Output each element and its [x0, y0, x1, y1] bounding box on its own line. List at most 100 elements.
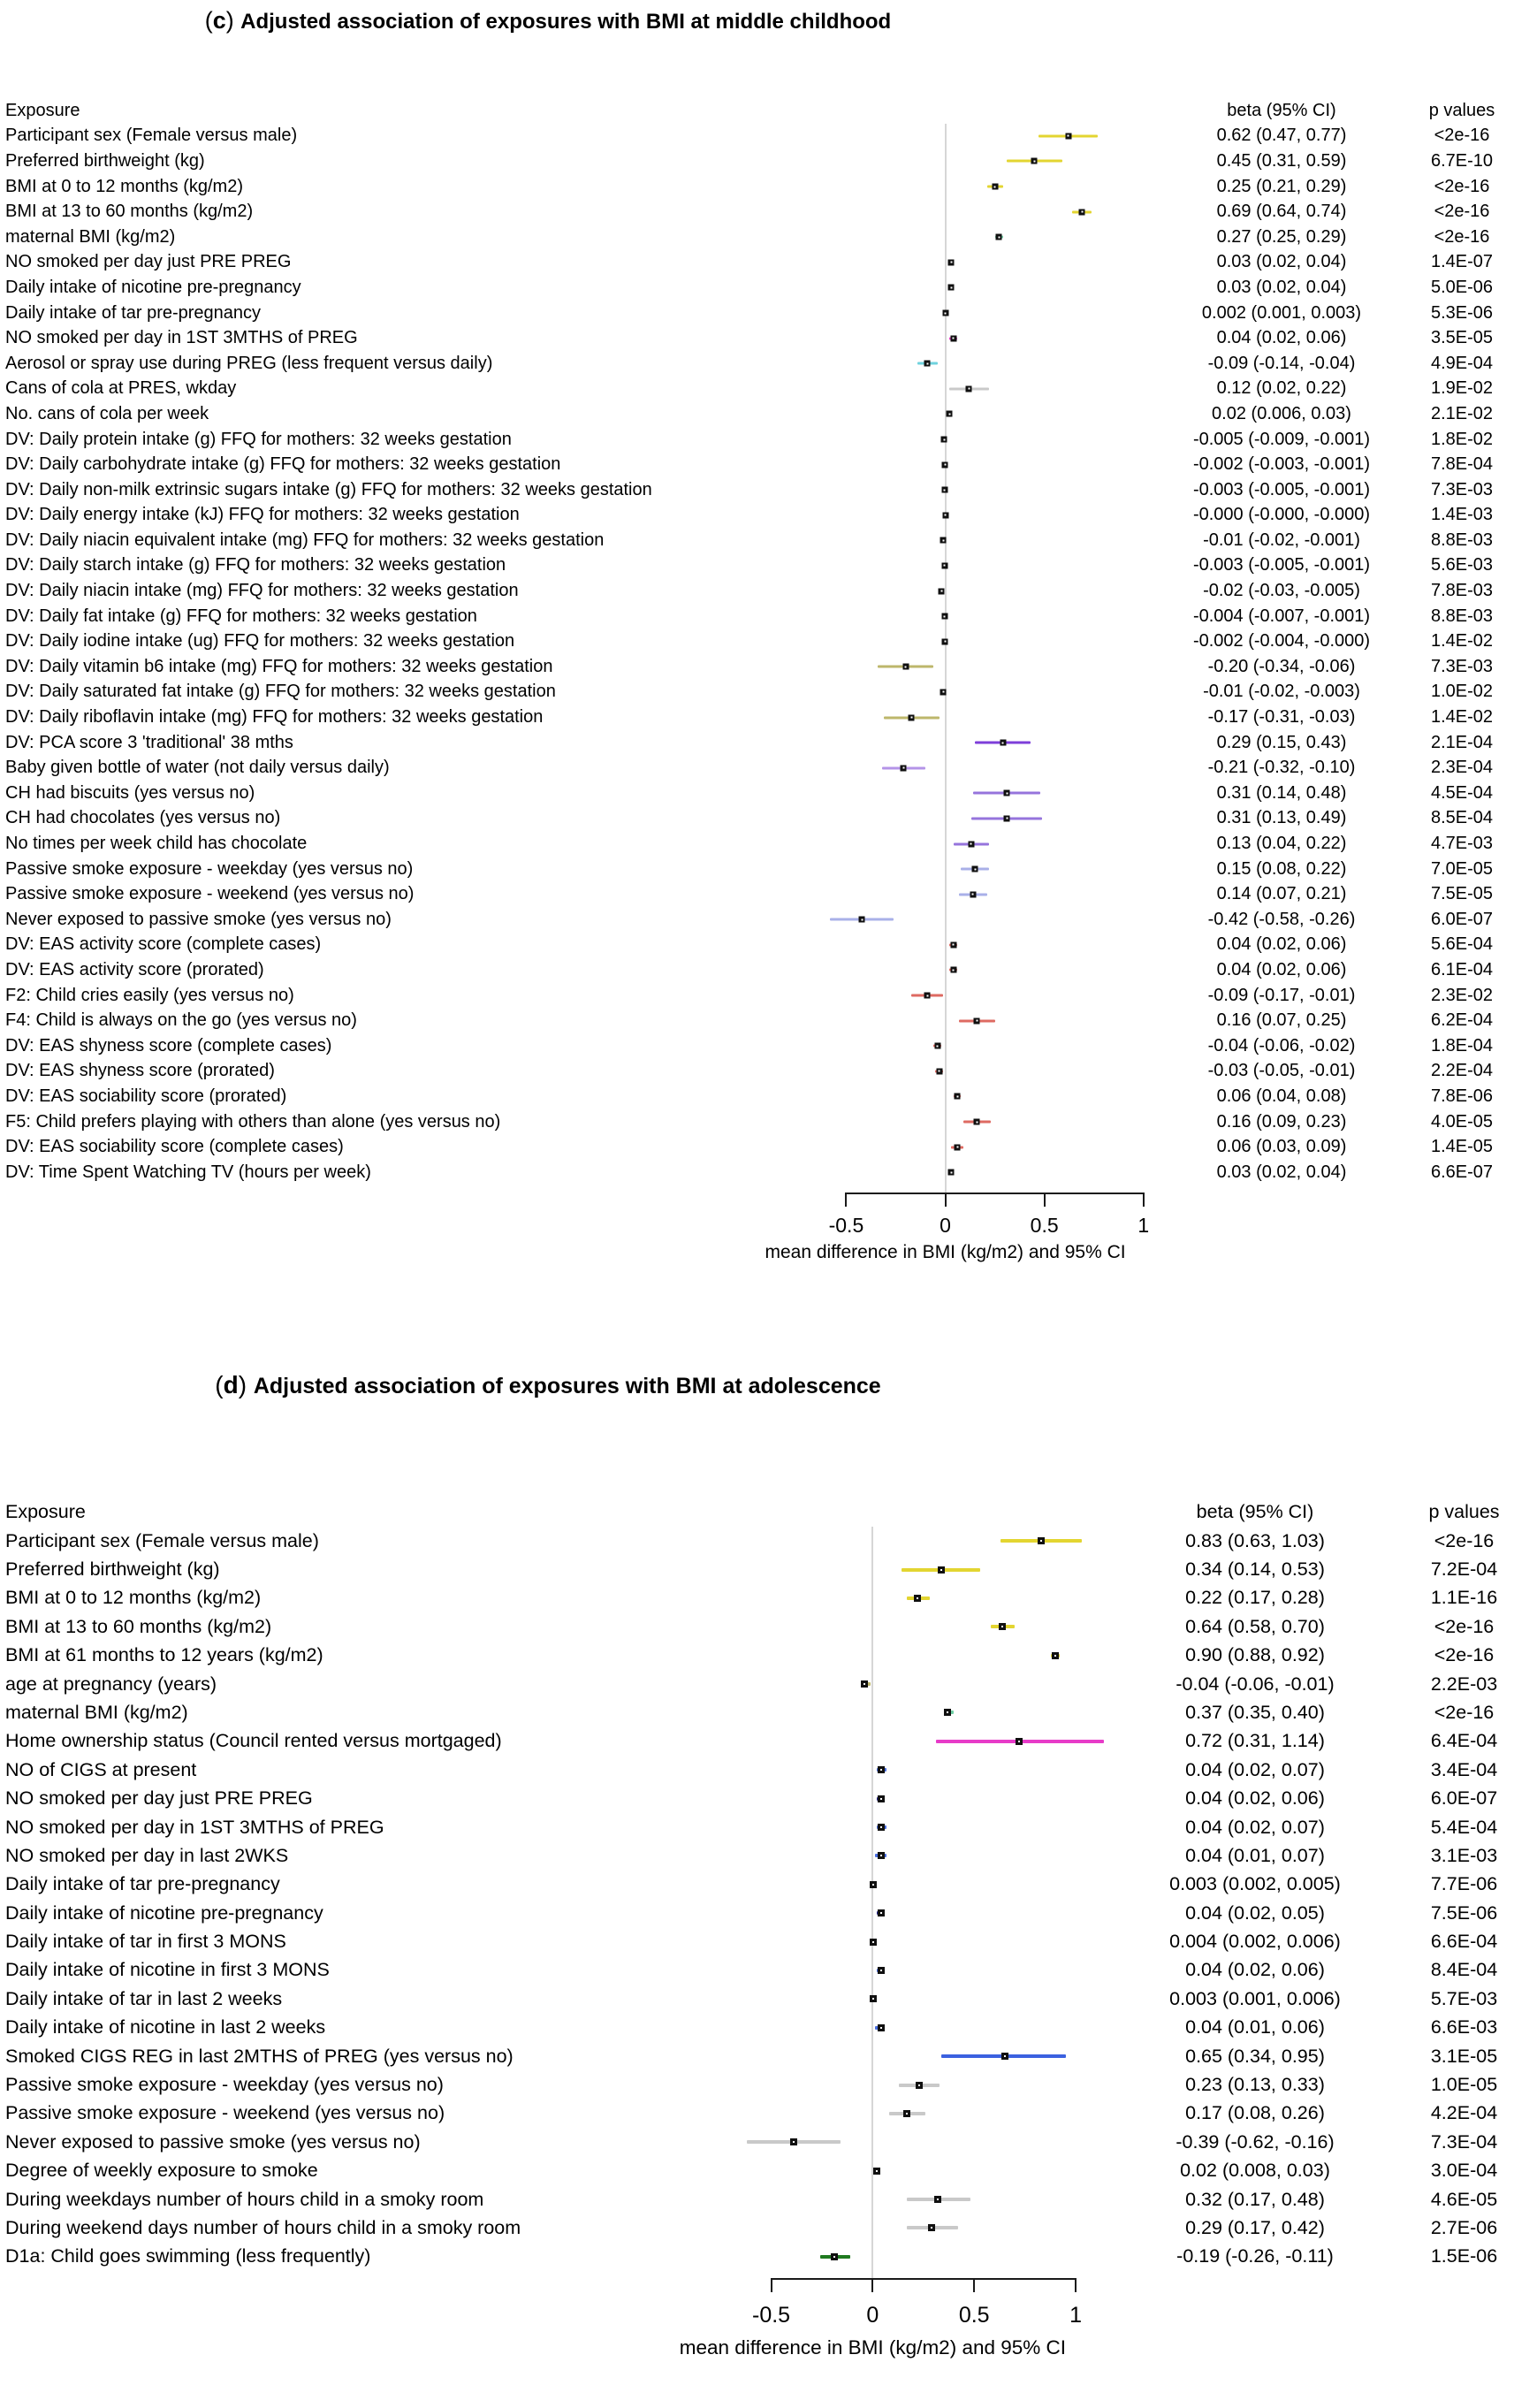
beta-ci-value: 0.45 (0.31, 0.59) [1216, 150, 1347, 171]
forest-row: DV: Daily vitamin b6 intake (mg) FFQ for… [0, 654, 1514, 680]
ci-plot-cell [826, 1008, 1153, 1033]
forest-row: Daily intake of nicotine pre-pregnancy 0.… [0, 1899, 1514, 1927]
exposure-label: DV: Daily starch intake (g) FFQ for moth… [5, 555, 506, 575]
ci-plot-cell [826, 578, 1153, 604]
point-estimate-marker [940, 537, 947, 544]
ci-plot-cell [747, 1698, 1096, 1726]
point-estimate-marker [900, 765, 907, 772]
exposure-label: DV: Daily energy intake (kJ) FFQ for mot… [5, 505, 520, 525]
forest-row: F2: Child cries easily (yes versus no) -0… [0, 983, 1514, 1009]
beta-ci-value: -0.20 (-0.34, -0.06) [1207, 656, 1356, 676]
ci-plot-cell [826, 604, 1153, 629]
point-estimate-marker [954, 1144, 961, 1151]
forest-row: DV: Daily carbohydrate intake (g) FFQ fo… [0, 452, 1514, 477]
forest-plot-middle-childhood: Participant sex (Female versus male) 0.62… [0, 123, 1514, 1283]
forest-row: F5: Child prefers playing with others th… [0, 1109, 1514, 1135]
forest-row: F4: Child is always on the go (yes versu… [0, 1008, 1514, 1033]
forest-row: DV: Daily energy intake (kJ) FFQ for mot… [0, 503, 1514, 529]
ci-plot-cell [826, 427, 1153, 453]
panel-tag: (c) [204, 7, 241, 34]
point-estimate-marker [941, 486, 948, 493]
p-value: 6.6E-04 [1430, 1931, 1498, 1953]
point-estimate-marker [941, 613, 948, 620]
ci-plot-cell [826, 857, 1153, 882]
point-estimate-marker [877, 2023, 885, 2031]
exposure-label: Smoked CIGS REG in last 2MTHS of PREG (y… [5, 2045, 514, 2067]
beta-ci-value: -0.04 (-0.06, -0.01) [1175, 1673, 1335, 1695]
forest-row: DV: EAS shyness score (complete cases) -0… [0, 1033, 1514, 1059]
forest-row: Passive smoke exposure - weekday (yes ve… [0, 857, 1514, 882]
exposure-label: NO smoked per day just PRE PREG [5, 252, 292, 272]
forest-row: Daily intake of tar in first 3 MONS 0.004… [0, 1927, 1514, 1955]
ci-plot-cell [747, 1670, 1096, 1698]
ci-plot-cell [747, 1784, 1096, 1812]
forest-row: DV: Daily niacin equivalent intake (mg) … [0, 528, 1514, 553]
p-value: 7.3E-03 [1430, 479, 1494, 499]
header-plot-spacer [747, 1498, 1096, 1527]
beta-ci-value: -0.09 (-0.17, -0.01) [1207, 985, 1356, 1005]
p-value: 1.4E-02 [1430, 707, 1494, 728]
p-value: 7.8E-03 [1430, 581, 1494, 601]
p-value: 8.8E-03 [1430, 606, 1494, 626]
beta-ci-value: 0.29 (0.15, 0.43) [1216, 732, 1347, 752]
beta-ci-value: 0.29 (0.17, 0.42) [1185, 2216, 1325, 2238]
ci-plot-cell [826, 983, 1153, 1009]
p-value: 3.5E-05 [1430, 328, 1494, 348]
beta-ci-value: 0.31 (0.13, 0.49) [1216, 808, 1347, 828]
beta-ci-value: 0.03 (0.02, 0.04) [1216, 277, 1347, 297]
exposure-label: DV: Daily vitamin b6 intake (mg) FFQ for… [5, 656, 553, 676]
beta-ci-value: -0.39 (-0.62, -0.16) [1175, 2130, 1335, 2153]
axis-tick-label: -0.5 [752, 2303, 791, 2328]
exposure-label: DV: Daily niacin equivalent intake (mg) … [5, 530, 605, 550]
panel-title-text: Adjusted association of exposures with B… [253, 1373, 881, 1398]
p-value: 6.0E-07 [1430, 1787, 1498, 1810]
panel-title: (c) Adjusted association of exposures wi… [0, 7, 1096, 34]
exposure-label: Daily intake of tar in first 3 MONS [5, 1931, 286, 1953]
beta-ci-value: -0.19 (-0.26, -0.11) [1176, 2245, 1334, 2267]
p-value: 7.8E-06 [1430, 1086, 1494, 1106]
forest-row: Preferred birthweight (kg) 0.34 (0.14, 0.… [0, 1555, 1514, 1583]
beta-ci-value: 0.03 (0.02, 0.04) [1216, 1162, 1347, 1182]
beta-ci-value: -0.09 (-0.14, -0.04) [1207, 353, 1356, 373]
ci-plot-cell [747, 2042, 1096, 2070]
point-estimate-marker [1078, 209, 1085, 216]
exposure-label: Baby given bottle of water (not daily ve… [5, 758, 390, 778]
forest-row: BMI at 13 to 60 months (kg/m2) 0.69 (0.64… [0, 199, 1514, 225]
exposure-label: DV: EAS shyness score (complete cases) [5, 1035, 332, 1055]
exposure-label: NO smoked per day in 1ST 3MTHS of PREG [5, 1816, 384, 1838]
ci-plot-cell [747, 1899, 1096, 1927]
forest-row: NO smoked per day just PRE PREG 0.04 (0.0… [0, 1784, 1514, 1812]
ci-plot-cell [826, 1084, 1153, 1109]
point-estimate-marker [916, 2081, 924, 2089]
zero-reference-line [944, 123, 947, 1193]
forest-row: Passive smoke exposure - weekday (yes ve… [0, 2070, 1514, 2099]
header-plot-spacer [826, 98, 1153, 124]
point-estimate-marker [877, 1766, 885, 1774]
ci-plot-cell [826, 781, 1153, 806]
beta-ci-value: 0.22 (0.17, 0.28) [1185, 1587, 1325, 1609]
p-value: <2e-16 [1434, 126, 1490, 146]
ci-plot-cell [747, 1727, 1105, 1756]
p-value: 7.7E-06 [1430, 1873, 1498, 1895]
exposure-label: Home ownership status (Council rented ve… [5, 1730, 502, 1752]
beta-ci-value: 0.002 (0.001, 0.003) [1201, 302, 1362, 323]
forest-row: BMI at 13 to 60 months (kg/m2) 0.64 (0.58… [0, 1612, 1514, 1641]
exposure-label: F5: Child prefers playing with others th… [5, 1111, 501, 1132]
forest-row: Daily intake of tar pre-pregnancy 0.003 (… [0, 1871, 1514, 1899]
ci-plot-cell [826, 755, 1153, 781]
exposure-label: No times per week child has chocolate [5, 834, 308, 854]
forest-row: Smoked CIGS REG in last 2MTHS of PREG (y… [0, 2042, 1514, 2070]
forest-row: No. cans of cola per week 0.02 (0.006, 0.… [0, 401, 1514, 427]
column-headers: Exposure beta (95% CI) p values [0, 1498, 1514, 1527]
p-value: 6.1E-04 [1430, 959, 1494, 979]
exposure-label: DV: EAS shyness score (prorated) [5, 1061, 275, 1081]
ci-plot-cell [826, 881, 1153, 907]
point-estimate-marker [995, 233, 1002, 240]
p-value: <2e-16 [1434, 176, 1490, 196]
p-value: 7.8E-04 [1430, 454, 1494, 475]
point-estimate-marker [1037, 1537, 1045, 1545]
beta-ci-value: 0.003 (0.001, 0.006) [1169, 1987, 1341, 2009]
ci-plot-cell [826, 654, 1153, 680]
ci-plot-cell [747, 1871, 1096, 1899]
p-value: 5.6E-03 [1430, 555, 1494, 575]
